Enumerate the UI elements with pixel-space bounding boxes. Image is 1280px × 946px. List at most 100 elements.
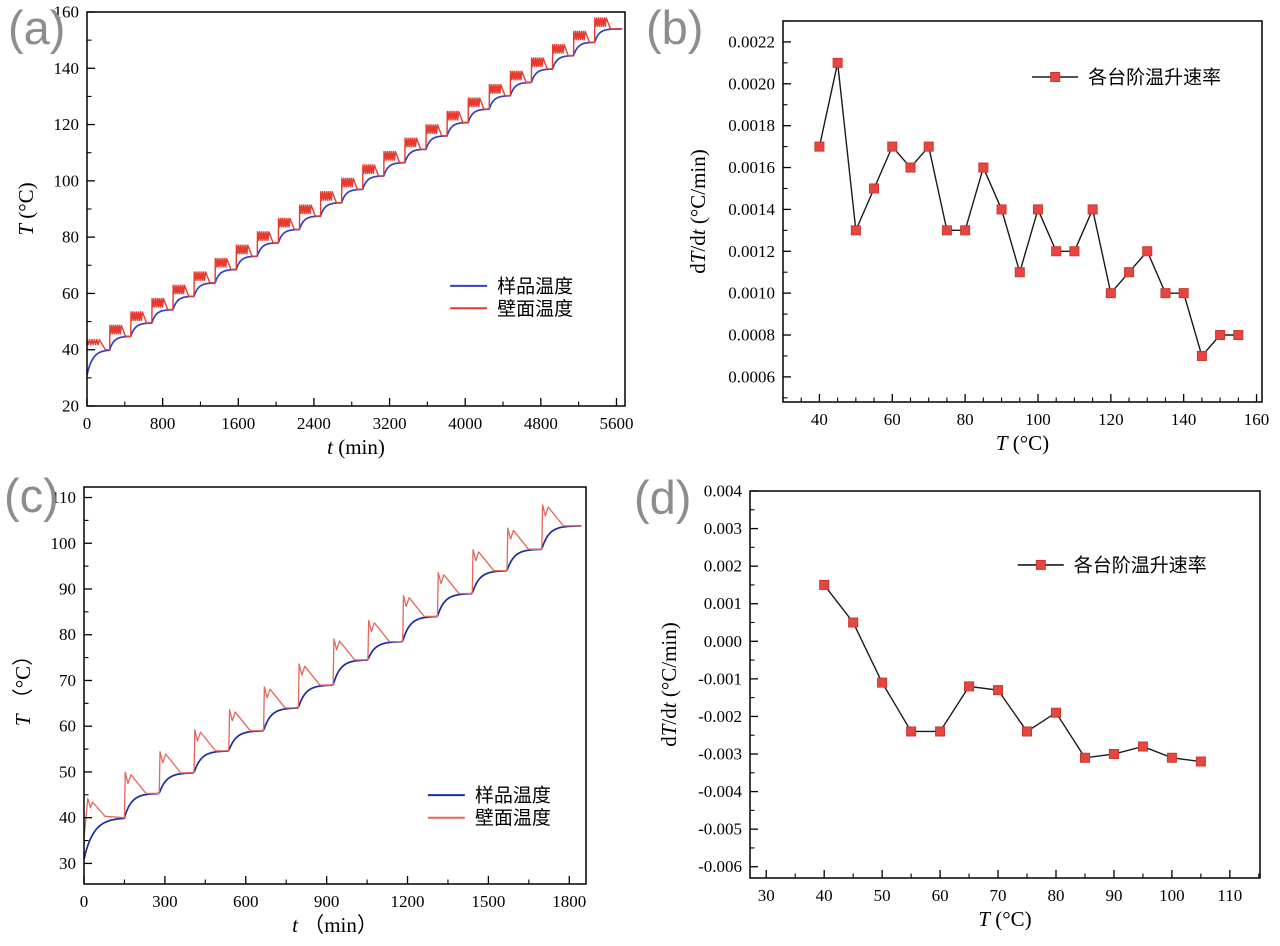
svg-text:80: 80 (1048, 886, 1065, 905)
svg-text:80: 80 (59, 625, 76, 644)
svg-text:100: 100 (54, 171, 80, 190)
svg-text:0.0014: 0.0014 (728, 200, 775, 219)
rate-marker (1014, 267, 1025, 278)
panel-a-label: (a) (8, 1, 66, 54)
svg-text:1800: 1800 (552, 892, 586, 911)
svg-text:60: 60 (932, 886, 949, 905)
legend-marker (1035, 559, 1046, 570)
svg-text:0.0020: 0.0020 (728, 74, 775, 93)
rate-marker (1233, 330, 1244, 341)
rate-marker (877, 677, 888, 688)
svg-text:0.0022: 0.0022 (728, 32, 775, 51)
sample-temp-line (86, 28, 623, 376)
svg-text:0.0008: 0.0008 (728, 326, 775, 345)
svg-text:0.001: 0.001 (704, 594, 742, 613)
svg-text:壁面温度: 壁面温度 (475, 807, 551, 829)
rate-marker (978, 162, 989, 173)
legend-marker (1050, 72, 1061, 83)
svg-text:100: 100 (51, 534, 77, 553)
svg-text:-0.001: -0.001 (698, 669, 742, 688)
svg-text:T (°C): T (°C) (996, 431, 1049, 455)
svg-text:0.0012: 0.0012 (728, 242, 775, 261)
svg-text:20: 20 (62, 397, 79, 416)
svg-text:0.002: 0.002 (704, 557, 742, 576)
rate-marker (1160, 288, 1171, 299)
rate-marker (814, 141, 825, 152)
panel-d-label: (d) (634, 471, 692, 524)
svg-text:t (min): t (min) (327, 435, 385, 459)
svg-text:1200: 1200 (391, 892, 425, 911)
svg-text:120: 120 (1098, 410, 1124, 429)
svg-text:600: 600 (233, 892, 259, 911)
svg-text:T （°C）: T （°C） (11, 645, 35, 726)
svg-text:dT/dt (°C/min): dT/dt (°C/min) (686, 149, 710, 274)
rate-marker (1051, 707, 1062, 718)
svg-text:2400: 2400 (297, 414, 331, 433)
rate-marker (1108, 749, 1119, 760)
svg-text:T (°C): T (°C) (14, 182, 38, 235)
rate-marker (996, 204, 1007, 215)
panel-b-plot: 40 60 80 100 120 140 160 0.0006 0.0008 0.0010 0.00… (686, 20, 1269, 455)
svg-text:50: 50 (874, 886, 891, 905)
rate-marker (941, 225, 952, 236)
svg-text:-0.002: -0.002 (698, 707, 742, 726)
svg-text:90: 90 (1105, 886, 1122, 905)
svg-text:-0.005: -0.005 (698, 820, 742, 839)
rate-marker (850, 225, 861, 236)
svg-text:40: 40 (59, 808, 76, 827)
svg-text:70: 70 (990, 886, 1007, 905)
svg-text:140: 140 (1171, 410, 1197, 429)
sample-temp-line (83, 525, 582, 860)
svg-text:30: 30 (59, 854, 76, 873)
rate-marker (1142, 246, 1153, 257)
svg-text:4000: 4000 (448, 414, 482, 433)
svg-text:壁面温度: 壁面温度 (497, 298, 573, 320)
panel-c-label: (c) (4, 469, 59, 522)
svg-text:0.004: 0.004 (704, 482, 743, 501)
svg-text:0.0018: 0.0018 (728, 116, 775, 135)
wall-temp-line (83, 504, 582, 839)
rate-marker (819, 579, 830, 590)
svg-text:0: 0 (80, 892, 89, 911)
rate-marker (1032, 204, 1043, 215)
rate-marker (1087, 204, 1098, 215)
svg-text:110: 110 (51, 488, 76, 507)
panel-d-plot: 30 40 50 60 70 80 90 100 110 -0.006 -0.005 -0.004 -0… (657, 482, 1261, 931)
svg-text:-0.004: -0.004 (698, 782, 742, 801)
rate-marker (1069, 246, 1080, 257)
rate-marker (1178, 288, 1189, 299)
rate-marker (993, 685, 1004, 696)
svg-text:30: 30 (758, 886, 775, 905)
svg-text:各台阶温升速率: 各台阶温升速率 (1074, 554, 1207, 576)
rate-line (823, 584, 1201, 763)
svg-text:0.0010: 0.0010 (728, 284, 775, 303)
svg-text:0.0006: 0.0006 (728, 367, 775, 386)
svg-text:-0.006: -0.006 (698, 857, 742, 876)
svg-text:各台阶温升速率: 各台阶温升速率 (1088, 67, 1221, 89)
rate-marker (1124, 267, 1135, 278)
wall-temp-line (86, 17, 623, 351)
rate-marker (923, 141, 934, 152)
svg-text:60: 60 (884, 410, 901, 429)
svg-text:0.000: 0.000 (704, 632, 742, 651)
svg-text:120: 120 (54, 115, 80, 134)
svg-text:160: 160 (54, 3, 80, 22)
svg-text:0.0016: 0.0016 (728, 158, 775, 177)
svg-text:0.003: 0.003 (704, 519, 742, 538)
svg-text:100: 100 (1025, 410, 1051, 429)
svg-text:4800: 4800 (524, 414, 558, 433)
panel-b-label: (b) (646, 1, 704, 54)
rate-marker (964, 681, 975, 692)
svg-text:140: 140 (54, 59, 80, 78)
panel-a-plot: 0 800 1600 2400 3200 4000 4800 5600 20 40 60 80 100 1… (14, 3, 633, 460)
svg-text:90: 90 (59, 579, 76, 598)
svg-text:t （min）: t （min） (292, 913, 378, 937)
svg-text:80: 80 (62, 228, 79, 247)
rate-marker (935, 726, 946, 737)
svg-text:1600: 1600 (221, 414, 255, 433)
svg-text:5600: 5600 (599, 414, 633, 433)
rate-marker (1215, 330, 1226, 341)
svg-text:50: 50 (59, 762, 76, 781)
